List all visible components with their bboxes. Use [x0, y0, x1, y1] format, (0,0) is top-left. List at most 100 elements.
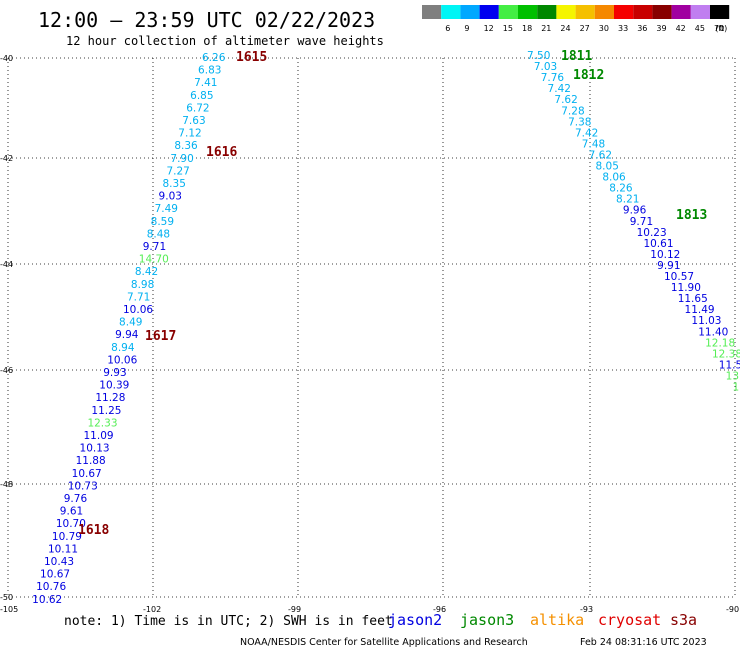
swh-observation: 12.18 [705, 337, 735, 349]
swh-observation: 9.71 [630, 216, 653, 228]
longitude-label: -96 [433, 605, 446, 614]
swh-observation: 7.49 [155, 203, 178, 215]
swh-observation: 9.76 [64, 493, 88, 505]
swh-observation: 1 [733, 382, 740, 394]
swh-observation: 10.06 [107, 354, 137, 366]
legend-swatch [671, 5, 691, 19]
swh-observation: 10.79 [52, 531, 82, 543]
swh-observation: 6.26 [202, 52, 226, 64]
swh-observation: 7.50 [527, 50, 550, 62]
swh-observation: 12.33 [87, 417, 117, 429]
swh-observation: 10.06 [123, 304, 153, 316]
longitude-label: -99 [288, 605, 301, 614]
longitude-label: -93 [580, 605, 593, 614]
swh-observation: 14.70 [139, 254, 169, 266]
swh-observation: 11.03 [691, 315, 721, 327]
swh-observation: 8.35 [163, 178, 186, 190]
swh-observation: 10.61 [643, 238, 673, 250]
swh-observation: 10.76 [36, 581, 66, 593]
legend-label: 30 [599, 24, 609, 33]
swh-observation: 11.5 [719, 359, 740, 371]
latitude-labels: -40 -42 -44 -46 -48 -50 [0, 54, 13, 602]
footer-note: note: 1) Time is in UTC; 2) SWH is in fe… [64, 614, 393, 629]
legend-label: 45 [695, 24, 705, 33]
legend-label: 12 [484, 24, 494, 33]
swh-observation: 7.12 [178, 128, 201, 140]
swh-observation: 10.12 [650, 249, 680, 261]
longitude-labels: -105 -102 -99 -96 -93 -90 [0, 605, 739, 614]
legend-swatch [594, 5, 614, 19]
swh-observation: 11.40 [698, 326, 728, 338]
swh-observation: 7.38 [568, 116, 591, 128]
legend-swatch [479, 5, 499, 19]
legend-swatch [652, 5, 672, 19]
pass-time-label: 1618 [78, 523, 109, 538]
pass-time-label: 1615 [236, 50, 267, 65]
west-track: 6.266.837.416.856.727.637.128.367.907.27… [32, 50, 267, 606]
longitude-label: -102 [143, 605, 161, 614]
swh-observation: 9.96 [623, 205, 647, 217]
legend-label: 18 [522, 24, 532, 33]
swh-observation: 10.23 [637, 227, 667, 239]
graticule [7, 57, 736, 598]
swh-observation: 8.05 [596, 161, 619, 173]
swh-observation: 7.42 [575, 127, 598, 139]
latitude-label: -46 [0, 366, 13, 375]
legend-label: 42 [676, 24, 686, 33]
pass-time-label: 1813 [676, 208, 707, 223]
legend-swatch [441, 5, 461, 19]
swh-observation: 8.98 [131, 279, 154, 291]
swh-observation: 11.09 [84, 430, 114, 442]
map-title: 12:00 – 23:59 UTC 02/22/2023 [38, 8, 375, 32]
legend-label: 36 [637, 24, 647, 33]
swh-observation: 8.21 [616, 194, 639, 206]
latitude-label: -50 [0, 593, 13, 602]
legend-label: 70 [714, 24, 724, 33]
pass-time-label: 1616 [206, 145, 237, 160]
swh-observation: 8.49 [119, 317, 142, 329]
swh-observation: 7.03 [534, 61, 557, 73]
legend-swatch [633, 5, 653, 19]
legend-unit: (ft) [715, 24, 727, 33]
credit-text: NOAA/NESDIS Center for Satellite Applica… [240, 637, 528, 648]
swh-observation: 9.94 [115, 329, 139, 341]
legend-swatch [556, 5, 576, 19]
swh-observation: 10.11 [48, 543, 78, 555]
swh-observation: 9.91 [657, 260, 680, 272]
swh-observation: 11.49 [685, 304, 715, 316]
swh-observation: 7.76 [541, 72, 565, 84]
swh-observation: 11.28 [95, 392, 125, 404]
swh-observation: 10.43 [44, 556, 74, 568]
swh-observation: 9.61 [60, 506, 83, 518]
swh-observation: 8.94 [111, 342, 135, 354]
legend-label: 15 [503, 24, 513, 33]
latitude-label: -44 [0, 260, 13, 269]
legend-label: 21 [541, 24, 551, 33]
legend-label: 9 [464, 24, 469, 33]
swh-observation: 8.06 [602, 172, 626, 184]
swh-observation: 11.90 [671, 282, 701, 294]
legend-label: 24 [560, 24, 570, 33]
swh-observation: 7.28 [561, 105, 584, 117]
swh-observation: 9.93 [103, 367, 126, 379]
swh-observation: 9.71 [143, 241, 166, 253]
swh-observation: 10.57 [664, 271, 694, 283]
timestamp-text: Feb 24 08:31:16 UTC 2023 [580, 637, 707, 648]
swh-observation: 7.27 [166, 165, 189, 177]
legend-swatch [690, 5, 710, 19]
legend-swatch [614, 5, 634, 19]
swh-observation: 10.67 [40, 569, 70, 581]
longitude-label: -90 [726, 605, 739, 614]
satellite-jason2: jason2 [388, 611, 442, 629]
swh-observation: 10.62 [32, 594, 62, 606]
legend-label: 27 [580, 24, 590, 33]
swh-observation: 7.62 [589, 149, 612, 161]
legend-swatch [422, 5, 442, 19]
satellite-altika: altika [530, 611, 584, 629]
satellite-s3a: s3a [670, 611, 697, 629]
swh-observation: 13 [726, 370, 739, 382]
legend-swatch [518, 5, 538, 19]
swh-observation: 11.88 [76, 455, 106, 467]
swh-observation: 7.42 [548, 83, 571, 95]
swh-observation: 11.65 [678, 293, 708, 305]
